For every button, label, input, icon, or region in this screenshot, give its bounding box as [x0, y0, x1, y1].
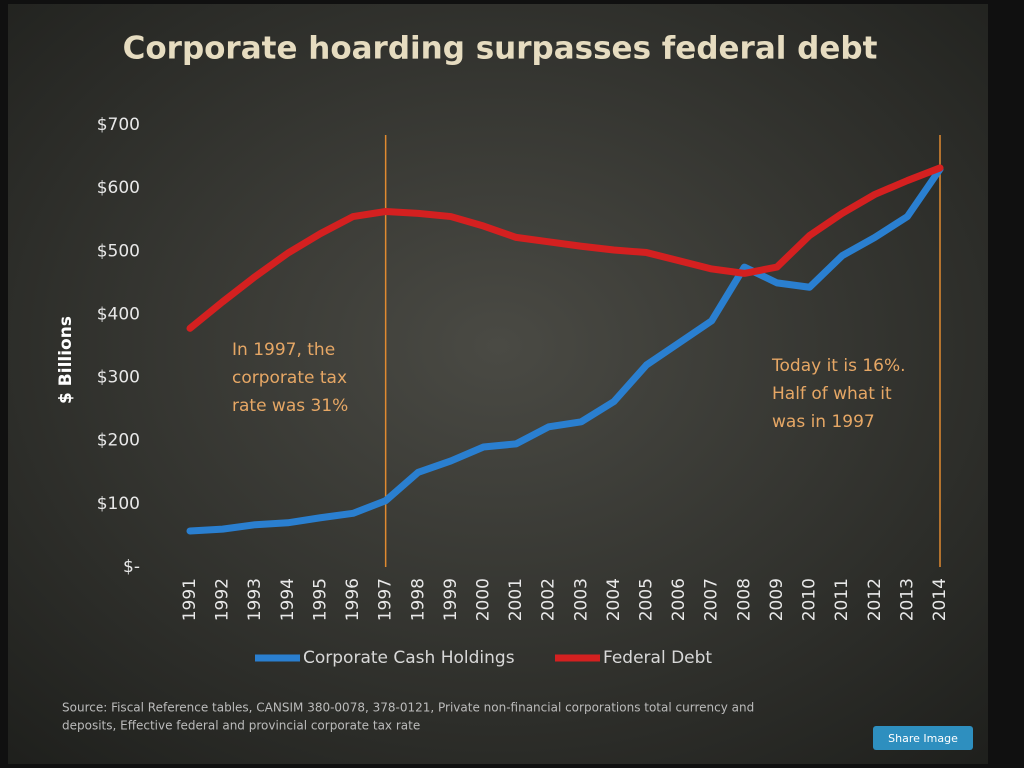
x-tick-label: 1996 [343, 578, 363, 621]
annotation-text: In 1997, the [232, 340, 335, 360]
annotation-text: corporate tax [232, 368, 347, 388]
x-tick-label: 2001 [506, 578, 526, 621]
y-tick-label: $500 [97, 241, 140, 261]
x-tick-label: 2011 [832, 578, 852, 621]
x-tick-label: 1995 [310, 578, 330, 621]
source-text: deposits, Effective federal and provinci… [62, 719, 420, 733]
x-tick-label: 2013 [897, 578, 917, 621]
y-tick-label: $100 [97, 494, 140, 514]
x-tick-label: 1994 [278, 578, 298, 621]
x-tick-label: 2005 [637, 578, 657, 621]
annotation-text: Today it is 16%. [771, 356, 906, 376]
x-tick-label: 1993 [245, 578, 265, 621]
y-tick-label: $200 [97, 431, 140, 451]
x-tick-label: 2002 [539, 578, 559, 621]
y-tick-label: $300 [97, 368, 140, 388]
series-line [186, 164, 944, 332]
annotation-text: was in 1997 [772, 412, 875, 432]
x-tick-label: 1998 [408, 578, 428, 621]
x-tick-label: 2000 [473, 578, 493, 621]
x-tick-label: 2009 [767, 578, 787, 621]
annotation-text: rate was 31% [232, 396, 348, 416]
legend-label: Corporate Cash Holdings [303, 648, 515, 668]
chart-title: Corporate hoarding surpasses federal deb… [123, 31, 878, 67]
x-tick-label: 1999 [441, 578, 461, 621]
x-tick-label: 2014 [930, 578, 950, 621]
annotation-text: Half of what it [772, 384, 892, 404]
x-tick-label: 1997 [376, 578, 396, 621]
slide [8, 4, 988, 764]
x-tick-label: 1991 [180, 578, 200, 621]
x-tick-label: 2004 [604, 578, 624, 621]
x-tick-label: 2010 [800, 578, 820, 621]
source-text: Source: Fiscal Reference tables, CANSIM … [62, 701, 754, 715]
y-tick-label: $600 [97, 178, 140, 198]
y-tick-label: $400 [97, 304, 140, 324]
x-tick-label: 2012 [865, 578, 885, 621]
share-button-bg [873, 726, 973, 750]
x-tick-label: 2006 [669, 578, 689, 621]
y-tick-label: $700 [97, 115, 140, 135]
x-tick-label: 2008 [734, 578, 754, 621]
y-axis-label: $ Billions [56, 316, 76, 404]
x-tick-label: 2007 [702, 578, 722, 621]
share-button[interactable]: Share Image [873, 726, 973, 750]
series-line [186, 165, 944, 535]
x-tick-label: 2003 [571, 578, 591, 621]
legend-label: Federal Debt [603, 648, 712, 668]
share-button-label: Share Image [888, 732, 958, 745]
y-tick-label: $- [123, 557, 140, 577]
x-tick-label: 1992 [213, 578, 233, 621]
